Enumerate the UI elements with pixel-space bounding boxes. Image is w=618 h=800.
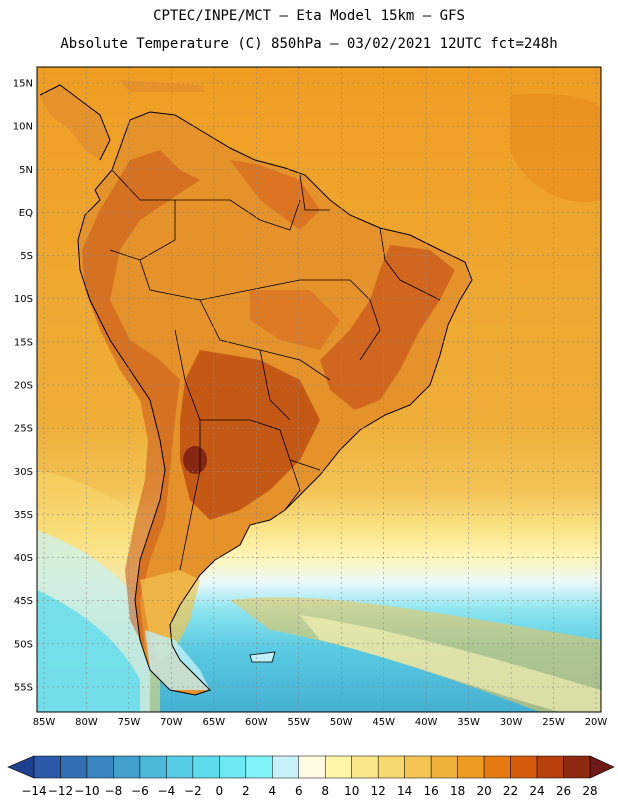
colorbar-segment: [139, 755, 167, 779]
lon-label: 80W: [75, 717, 98, 728]
colorbar-label: 10: [344, 784, 359, 798]
lat-label: 15N: [13, 79, 33, 90]
colorbar-segment: [563, 755, 591, 779]
colorbar-segment: [351, 755, 379, 779]
colorbar-segment: [377, 755, 405, 779]
colorbar-label: −10: [74, 784, 99, 798]
colorbar-label: 0: [216, 784, 224, 798]
colorbar-segment: [324, 755, 352, 779]
colorbar-label: 16: [424, 784, 439, 798]
lon-label: 25W: [542, 717, 565, 728]
colorbar-segment: [404, 755, 432, 779]
colorbar-segment: [536, 755, 564, 779]
colorbar-label: 22: [503, 784, 518, 798]
colorbar-segment: [510, 755, 538, 779]
colorbar-segment: [457, 755, 485, 779]
lon-label: 75W: [118, 717, 141, 728]
lon-label: 55W: [287, 717, 310, 728]
map-title-line-1: CPTEC/INPE/MCT – Eta Model 15km – GFS: [153, 8, 465, 24]
colorbar-segment: [33, 755, 61, 779]
colorbar-label: −6: [131, 784, 149, 798]
longitude-labels: 85W 80W 75W 70W 65W 60W 55W 50W 45W 40W 35W 30W 25W 2…: [33, 717, 608, 728]
colorbar-segment: [430, 755, 458, 779]
temperature-colorbar: −14 −12 −10 −8 −6 −4 −2 0 2 4 6 8 10 12 14 16 18 20 22 24 26…: [7, 755, 615, 798]
lon-label: 40W: [415, 717, 438, 728]
colorbar-label: 8: [321, 784, 329, 798]
colorbar-label: 26: [556, 784, 571, 798]
lon-label: 35W: [457, 717, 480, 728]
map-field: [37, 67, 601, 712]
colorbar-segment: [86, 755, 114, 779]
colorbar-segment: [166, 755, 194, 779]
map-title-line-2: Absolute Temperature (C) 850hPa – 03/02/…: [60, 36, 558, 52]
lat-label: 45S: [14, 596, 33, 607]
colorbar-segment: [192, 755, 220, 779]
lat-label: 35S: [14, 510, 33, 521]
colorbar-under-arrow: [7, 755, 35, 779]
lat-label: 20S: [14, 381, 33, 392]
map-frame: [36, 66, 602, 713]
colorbar-label: −4: [158, 784, 176, 798]
lat-label: 5S: [20, 251, 33, 262]
colorbar-label: 2: [242, 784, 250, 798]
lat-label: 25S: [14, 424, 33, 435]
lon-label: 60W: [245, 717, 268, 728]
colorbar-label: −12: [48, 784, 73, 798]
colorbar-segment: [272, 755, 300, 779]
lat-label: 15S: [14, 337, 33, 348]
lat-label: 10S: [14, 294, 33, 305]
lon-label: 65W: [203, 717, 226, 728]
colorbar-segment: [483, 755, 511, 779]
colorbar-segment: [298, 755, 326, 779]
lat-label: EQ: [19, 208, 33, 219]
colorbar-segment: [245, 755, 273, 779]
colorbar-label: 28: [582, 784, 597, 798]
country-borders: [109, 169, 441, 571]
colorbar-label: −8: [105, 784, 123, 798]
lon-label: 70W: [160, 717, 183, 728]
colorbar-label: 24: [529, 784, 544, 798]
lat-label: 50S: [14, 639, 33, 650]
latitude-labels: 15N 10N 5N EQ 5S 10S 15S 20S 25S 30S 35S 40S 45S 50S 5…: [13, 79, 33, 694]
colorbar-label: −14: [21, 784, 46, 798]
colorbar-segment: [219, 755, 247, 779]
lat-label: 55S: [14, 683, 33, 694]
lat-label: 10N: [13, 122, 33, 133]
lon-label: 45W: [372, 717, 395, 728]
colorbar-label: −2: [184, 784, 202, 798]
colorbar-label: 4: [268, 784, 276, 798]
lon-label: 30W: [500, 717, 523, 728]
lat-label: 30S: [14, 467, 33, 478]
lat-label: 40S: [14, 553, 33, 564]
lon-label: 50W: [330, 717, 353, 728]
colorbar-label: 14: [397, 784, 412, 798]
colorbar-segment: [60, 755, 88, 779]
lon-label: 85W: [33, 717, 56, 728]
colorbar-label: 20: [476, 784, 491, 798]
lon-label: 20W: [585, 717, 608, 728]
colorbar-segment: [113, 755, 141, 779]
colorbar-label: 6: [295, 784, 303, 798]
colorbar-over-arrow: [589, 755, 615, 779]
lat-label: 5N: [19, 165, 33, 176]
colorbar-label: 18: [450, 784, 465, 798]
colorbar-label: 12: [371, 784, 386, 798]
lat-lon-gridlines: [37, 67, 601, 712]
